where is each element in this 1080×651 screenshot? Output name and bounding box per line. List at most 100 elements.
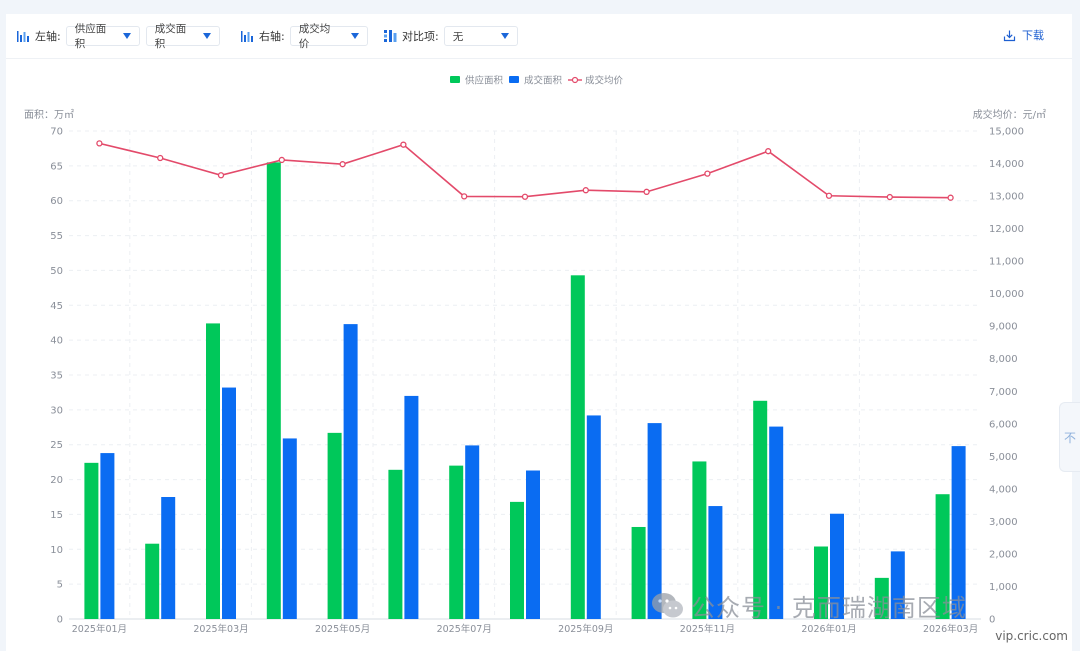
legend-swatch <box>509 76 519 83</box>
bar-supply <box>692 461 707 619</box>
bar-deal <box>647 423 662 619</box>
series-line-price <box>99 142 951 199</box>
chevron-down-icon <box>202 33 211 39</box>
bar-deal <box>282 438 297 619</box>
bar-deal <box>708 506 723 619</box>
side-collapse-tab[interactable]: 不 <box>1059 402 1080 472</box>
compare-label: 对比项: <box>402 30 439 43</box>
y-right-tick-label: 9,000 <box>989 322 1018 333</box>
y-right-axis-title: 成交均价：元/㎡ <box>973 108 1046 121</box>
chevron-down-icon <box>500 33 509 39</box>
bar-supply <box>570 275 585 619</box>
y-left-tick-label: 10 <box>50 545 63 556</box>
right-axis-select-price-value: 成交均价 <box>298 23 331 50</box>
y-right-tick-label: 8,000 <box>989 354 1018 365</box>
bar-supply <box>145 543 160 619</box>
right-axis-select-price[interactable]: 成交均价 <box>289 23 368 50</box>
bar-supply <box>510 501 524 619</box>
y-left-tick-label: 55 <box>50 231 63 242</box>
left-axis-select-supply-value: 供应面积 <box>74 23 107 50</box>
bar-supply <box>327 432 342 619</box>
point-price <box>947 194 954 201</box>
y-left-tick-label: 25 <box>50 440 63 451</box>
y-left-tick-label: 50 <box>50 266 63 277</box>
bar-deal <box>830 513 844 619</box>
y-left-axis-title: 面积：万㎡ <box>24 109 74 121</box>
bar-deal <box>100 453 115 619</box>
chevron-down-icon <box>122 33 131 39</box>
bar-supply <box>814 546 828 619</box>
bar-supply <box>266 162 281 619</box>
x-tick-label: 2025年11月 <box>680 623 735 635</box>
watermark-text: 公众号 · 克而瑞湖南区域 <box>691 594 967 622</box>
y-left-tick-label: 40 <box>50 336 63 347</box>
legend-label: 成交面积 <box>524 75 563 87</box>
y-right-tick-label: 6,000 <box>989 419 1018 430</box>
point-price <box>157 154 164 162</box>
y-left-tick-label: 15 <box>50 510 63 521</box>
y-left-tick-label: 0 <box>57 615 63 626</box>
compare-select[interactable]: 无 <box>443 26 518 46</box>
y-right-tick-label: 3,000 <box>989 517 1018 528</box>
bar-deal <box>951 446 966 619</box>
y-left-tick-label: 30 <box>50 405 63 416</box>
bar-deal <box>343 324 358 619</box>
y-right-tick-label: 1,000 <box>989 582 1018 593</box>
y-right-tick-label: 13,000 <box>989 192 1024 203</box>
point-price <box>278 156 285 164</box>
point-price <box>886 193 893 201</box>
y-right-tick-label: 4,000 <box>989 484 1018 495</box>
point-price <box>582 187 589 194</box>
point-price <box>461 193 468 200</box>
point-price <box>400 141 407 148</box>
left-axis-select-deal-value: 成交面积 <box>154 23 187 50</box>
download-button[interactable]: 下载 <box>1003 27 1044 43</box>
legend-label: 供应面积 <box>465 75 504 87</box>
bar-deal <box>586 415 601 619</box>
point-price <box>825 192 833 199</box>
bar-deal <box>526 470 540 619</box>
left-axis-select-supply[interactable]: 供应面积 <box>65 23 140 50</box>
bar-deal <box>161 497 176 619</box>
download-label: 下载 <box>1022 29 1044 42</box>
legend-swatch <box>450 76 460 83</box>
y-left-tick-label: 20 <box>50 475 63 486</box>
left-axis-label: 左轴: <box>35 30 61 43</box>
point-price <box>765 148 772 155</box>
chart-card: 左轴: 供应面积 成交面积 右轴: 成交均价 <box>6 14 1072 651</box>
point-price <box>521 193 529 200</box>
left-axis-select-deal[interactable]: 成交面积 <box>145 23 220 50</box>
right-axis-label: 右轴: <box>259 30 285 43</box>
watermark: 公众号 · 克而瑞湖南区域 <box>651 588 967 623</box>
bar-supply <box>84 462 99 619</box>
y-left-tick-label: 60 <box>50 196 63 207</box>
bar-deal <box>404 395 419 619</box>
y-right-tick-label: 2,000 <box>989 549 1018 560</box>
point-price <box>339 161 346 168</box>
bar-supply <box>874 577 889 619</box>
point-price <box>217 172 225 179</box>
toolbar: 左轴: 供应面积 成交面积 右轴: 成交均价 <box>6 14 1072 59</box>
compare-icon <box>384 30 397 42</box>
x-tick-label: 2025年03月 <box>193 623 248 635</box>
x-tick-label: 2025年07月 <box>437 623 492 635</box>
y-right-tick-label: 0 <box>989 615 995 626</box>
y-right-tick-label: 11,000 <box>989 257 1024 268</box>
bar-deal <box>222 387 236 619</box>
y-left-tick-label: 45 <box>50 301 63 312</box>
bar-supply <box>935 494 950 619</box>
x-tick-label: 2026年01月 <box>801 623 856 635</box>
combo-chart: 0 5 10 15 20 25 30 35 40 45 50 55 60 65 70 0 1,000 2,000 3… <box>24 75 1046 636</box>
legend-label: 成交均价 <box>585 75 624 87</box>
bar-deal <box>890 551 905 619</box>
compare-group: 对比项: 无 <box>383 25 524 47</box>
y-right-tick-label: 5,000 <box>989 452 1018 463</box>
wechat-logo-icon <box>652 592 683 617</box>
point-price <box>96 140 103 147</box>
legend-swatch-point <box>571 76 579 84</box>
bar-chart-icon <box>241 31 253 42</box>
point-price <box>704 170 711 177</box>
download-icon <box>1003 30 1016 41</box>
side-tab-glyph: 不 <box>1063 430 1076 445</box>
y-left-tick-label: 5 <box>57 580 63 591</box>
